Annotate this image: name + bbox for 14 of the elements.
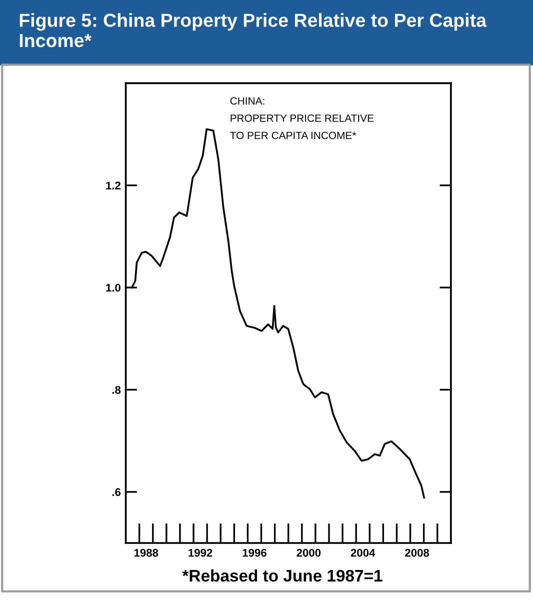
y-tick-label: 1.0 [106, 284, 120, 292]
text: *Rebased to June 1987=1 [182, 569, 382, 582]
x-tick-label: 2000 [296, 548, 321, 557]
line-series [130, 128, 425, 498]
y-tick-label: 1.2 [106, 182, 120, 190]
x-tick-label: 1988 [134, 548, 158, 557]
x-tick-label: 2004 [350, 548, 376, 557]
y-tick-label: .8 [112, 386, 121, 394]
x-tick-label: 2008 [405, 548, 430, 557]
x-tick-label: 1996 [242, 548, 266, 557]
annotation: CHINA: PROPERTY PRICE RELATIVE TO PER CAPITA INCOME* [230, 97, 374, 140]
x-tick-label: 1992 [188, 548, 212, 557]
y-tick-label: .6 [112, 488, 121, 496]
chart-title: Figure 5: China Property Price Relative to Per Capita Income* [20, 13, 487, 48]
